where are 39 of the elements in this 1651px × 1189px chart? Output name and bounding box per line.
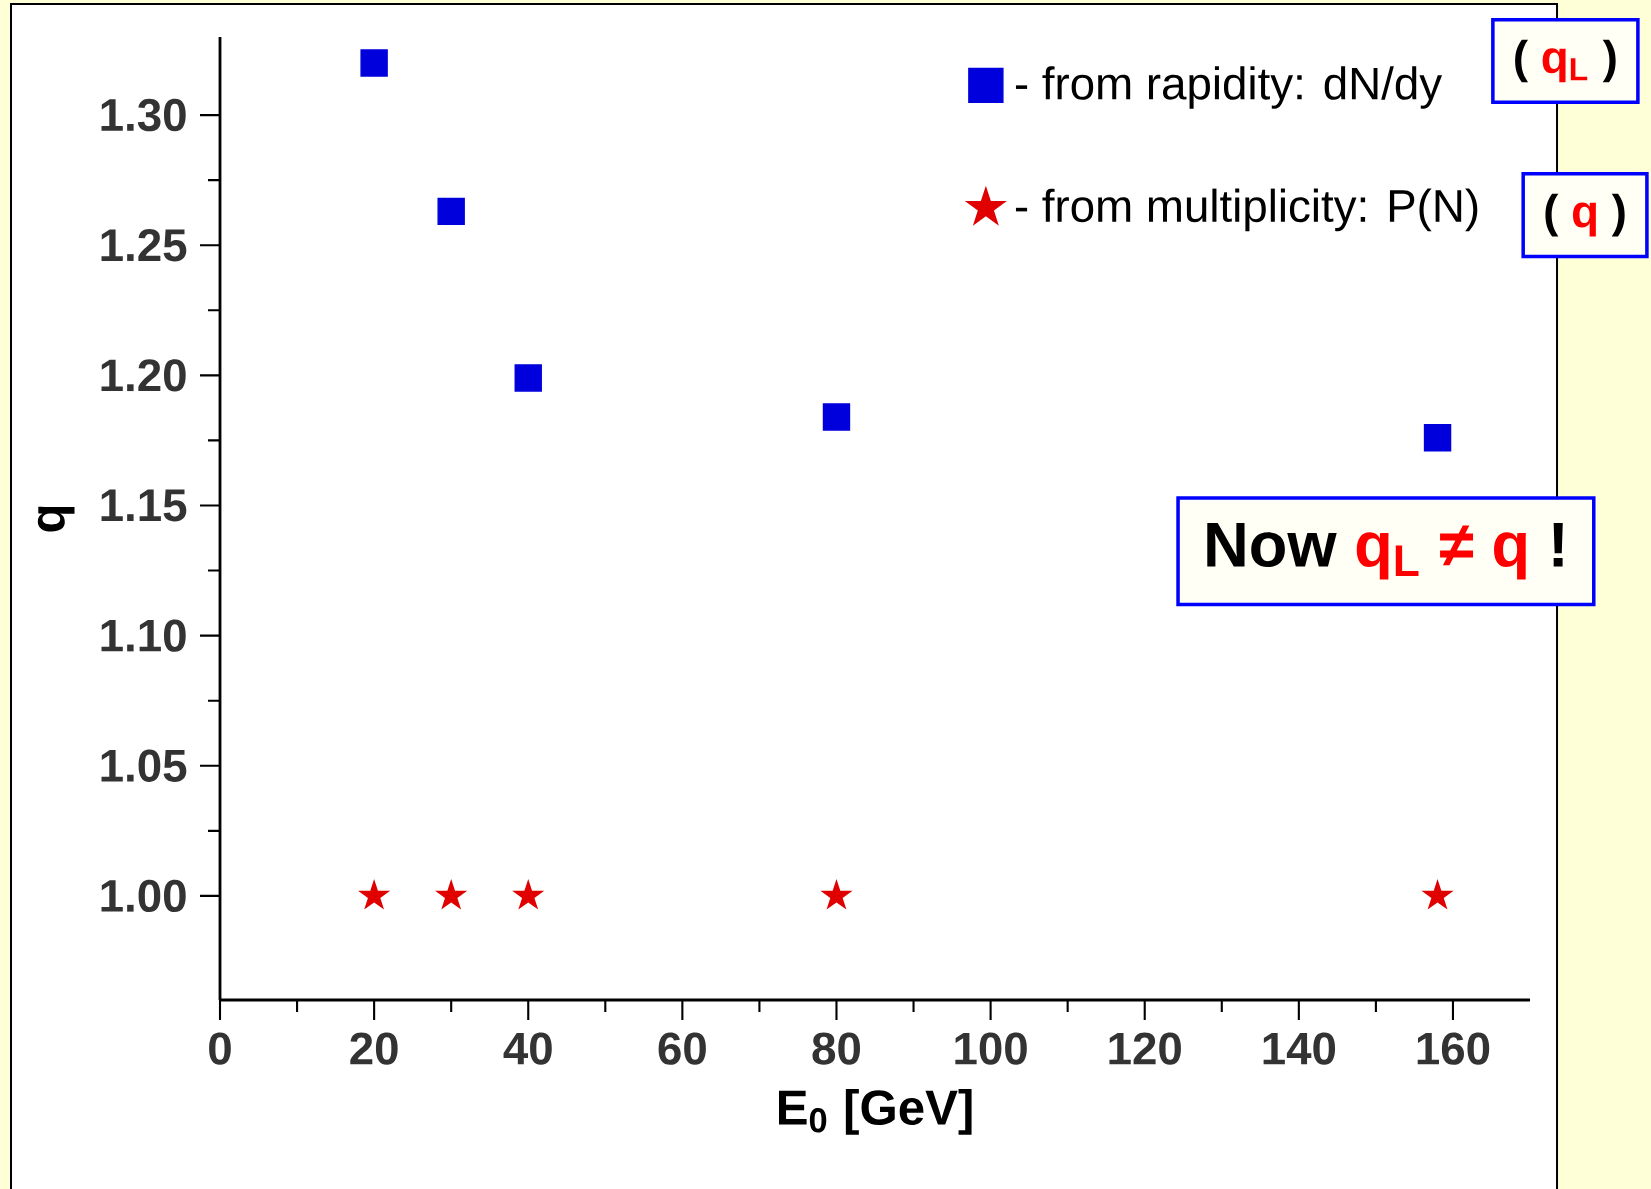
y-tick-label: 1.10	[101, 619, 186, 652]
y-tick-label: 1.05	[101, 749, 187, 782]
point	[1423, 424, 1452, 452]
y-tick-label: 1.00	[101, 879, 186, 913]
x-tick-label: 120	[1109, 1032, 1181, 1065]
x-tick-label: 140	[1263, 1032, 1336, 1065]
x-tick-label: 80	[812, 1032, 861, 1065]
point	[1421, 878, 1454, 910]
point	[822, 403, 851, 431]
y-tick-label: 1.25	[101, 229, 187, 262]
y-tick-label: 1.15	[101, 489, 187, 522]
y-axis-title: q	[37, 506, 75, 532]
x-tick-label: 60	[658, 1032, 706, 1065]
x-tick-label: 100	[955, 1032, 1027, 1065]
text: )	[1611, 193, 1625, 237]
point	[437, 197, 465, 226]
x-tick-label: 40	[503, 1032, 552, 1065]
point	[358, 878, 391, 910]
point	[514, 364, 542, 392]
annotation: (	[1515, 39, 1529, 83]
y-tick-label: 1.30	[101, 98, 186, 132]
annotation: Now	[1207, 522, 1337, 568]
text: !	[1553, 522, 1563, 567]
legend-label: - from multiplicity: P(N)	[1015, 188, 1478, 232]
text: q	[1572, 202, 1596, 237]
x-tick-label: 20	[350, 1032, 398, 1065]
legend-label: - from rapidity: dN/dy	[1015, 66, 1443, 109]
x-tick-label: 0	[209, 1032, 231, 1065]
annotation: q$_{L}$ ≠ q	[1356, 525, 1526, 580]
text: (	[1545, 193, 1559, 237]
point	[360, 49, 388, 77]
point	[512, 878, 545, 910]
x-axis-title: E$_{0}$ [GeV]	[779, 1088, 972, 1135]
point	[820, 878, 853, 910]
point	[435, 878, 468, 910]
text: q$_{L}$	[1542, 48, 1588, 83]
text: )	[1602, 39, 1616, 83]
x-tick-label: 160	[1417, 1032, 1490, 1065]
y-tick-label: 1.20	[101, 359, 186, 392]
